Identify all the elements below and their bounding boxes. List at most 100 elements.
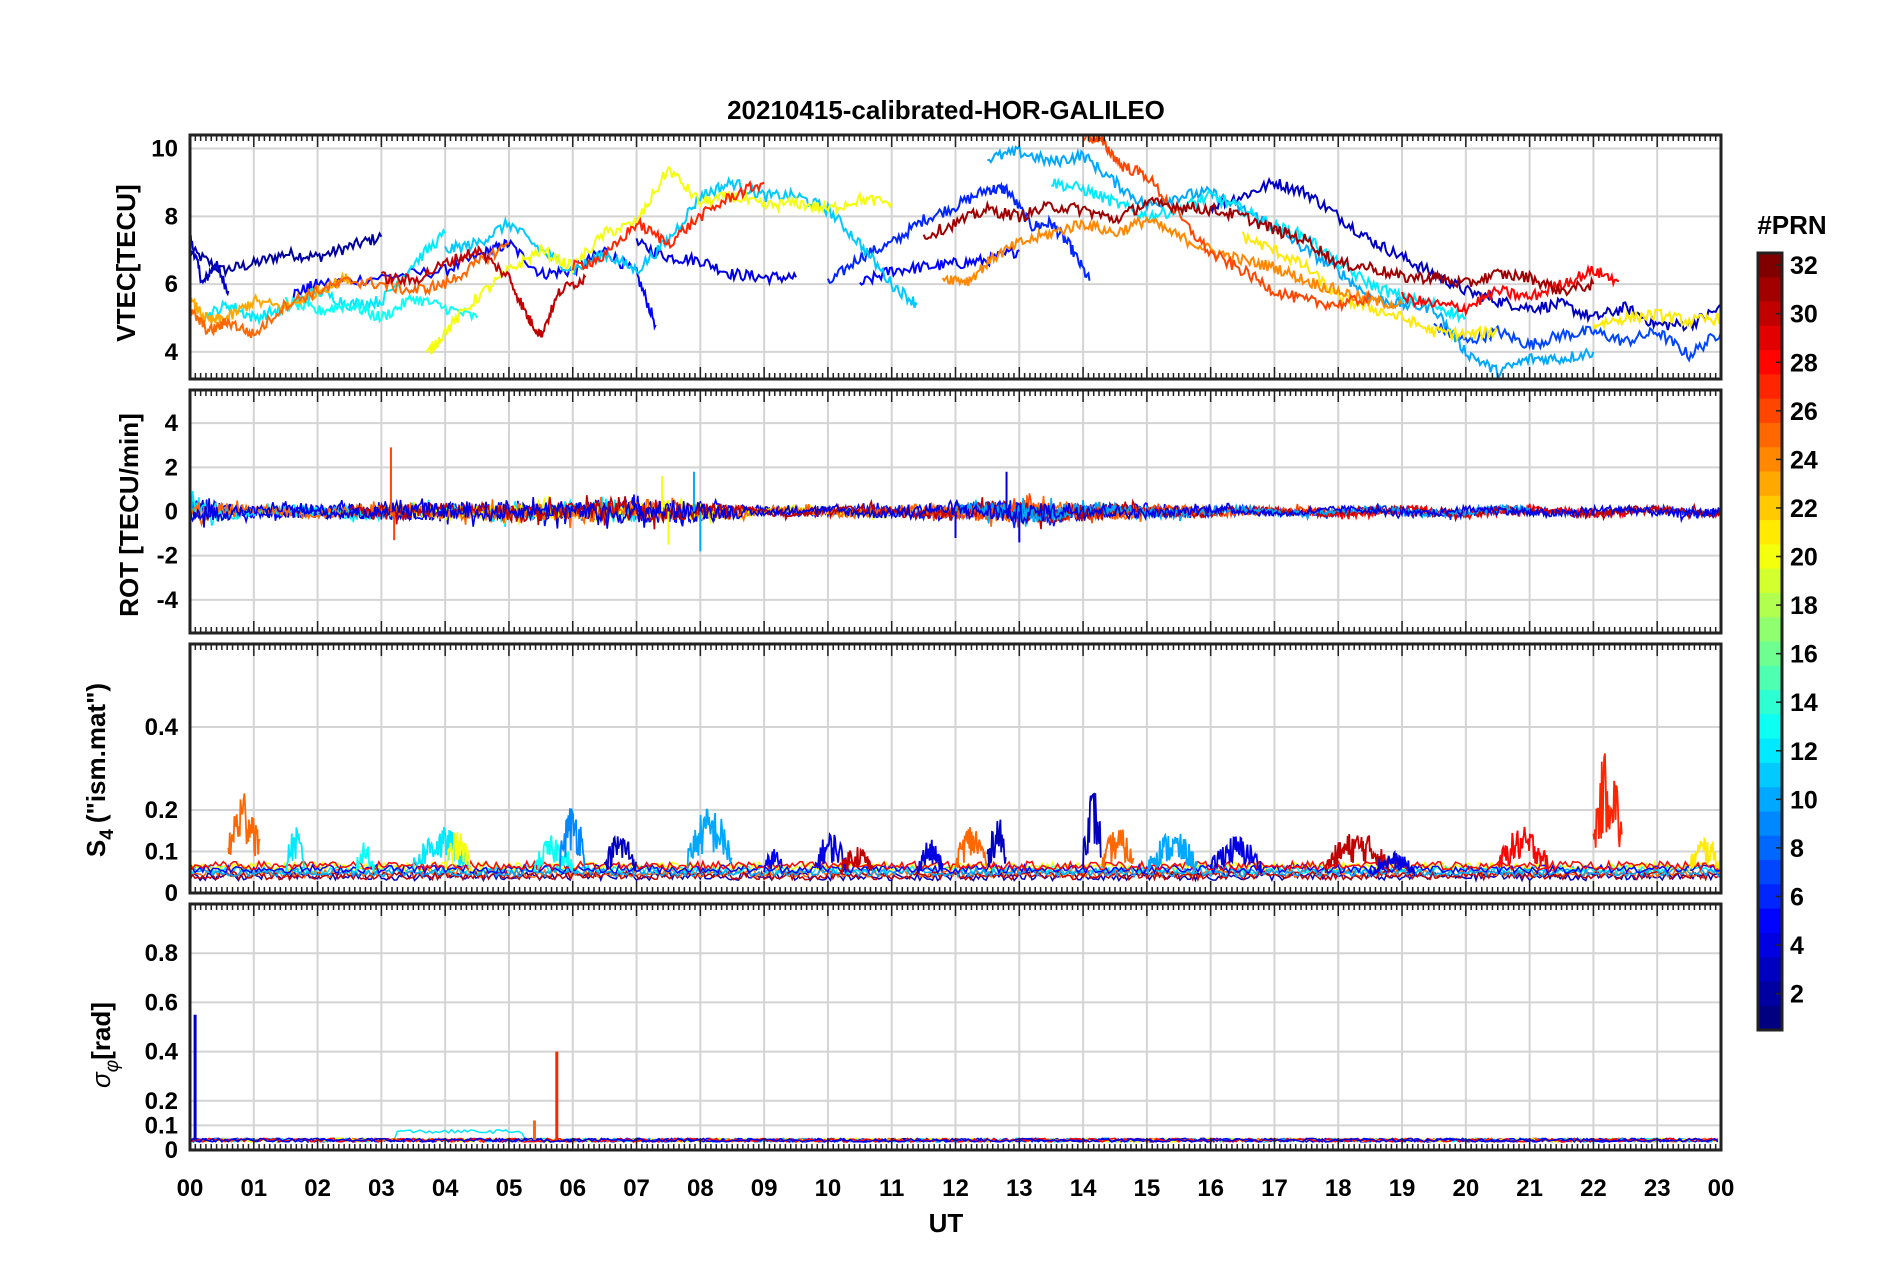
- s4-burst-prn-28: [1496, 826, 1550, 872]
- x-tick-label: 01: [240, 1175, 267, 1202]
- sigma-ylabel-sub: φ: [102, 1060, 123, 1072]
- s4-burst-prn-25: [954, 827, 988, 869]
- s4-ylabel-rest: ("ism.mat"): [81, 683, 111, 823]
- colorbar-tick-label: 22: [1790, 495, 1818, 523]
- y-tick-label: 6: [165, 271, 178, 298]
- colorbar-tick-label: 14: [1790, 689, 1818, 717]
- colorbar-tick-label: 16: [1790, 641, 1818, 669]
- y-tick-label: 0.2: [145, 1088, 178, 1115]
- y-tick-label: 0.4: [145, 1039, 179, 1066]
- s4-burst-prn-4: [1209, 836, 1263, 874]
- colorbar-swatch: [1758, 471, 1782, 497]
- vtec-ylabel: VTEC[TECU]: [111, 184, 141, 341]
- colorbar-swatch: [1758, 422, 1782, 448]
- colorbar-swatch: [1758, 1005, 1782, 1031]
- s4-burst-prn-12: [284, 827, 305, 873]
- s4-burst-prn-25: [1101, 829, 1135, 870]
- rot-series-prn-10: [955, 497, 1531, 527]
- x-tick-label: 21: [1516, 1175, 1543, 1202]
- x-tick-label: 18: [1325, 1175, 1352, 1202]
- vtec-series-prn-31: [922, 196, 1595, 297]
- colorbar-tick-label: 12: [1790, 738, 1818, 766]
- y-tick-label: 4: [165, 410, 179, 437]
- x-tick-label: 03: [368, 1175, 395, 1202]
- s4-baseline-prn-5: [189, 862, 1722, 875]
- sigma-ylabel-rest: [rad]: [86, 1002, 116, 1060]
- vtec-series-prn-6: [826, 181, 1091, 284]
- s4-ylabel-main: S: [81, 840, 111, 857]
- colorbar-swatch: [1758, 325, 1782, 351]
- vtec-series-prn-2: [189, 231, 383, 278]
- x-tick-label: 00: [177, 1175, 204, 1202]
- colorbar-label: #PRN: [1757, 210, 1826, 240]
- x-tick-label: 13: [1006, 1175, 1033, 1202]
- colorbar-swatch: [1758, 714, 1782, 740]
- sigma-ylabel: σφ[rad]: [86, 1002, 123, 1088]
- y-tick-label: 8: [165, 203, 178, 230]
- s4-burst-prn-5: [763, 849, 783, 873]
- x-tick-label: 04: [432, 1175, 459, 1202]
- vtec-series-prn-21: [1592, 308, 1722, 331]
- x-tick-label: 20: [1452, 1175, 1479, 1202]
- vtec-series-prn-5: [291, 238, 657, 331]
- y-tick-label: 0.1: [145, 839, 178, 866]
- colorbar-tick-label: 2: [1790, 981, 1804, 1009]
- vtec-series-prn-30: [380, 245, 587, 338]
- x-tick-label: 07: [623, 1175, 650, 1202]
- colorbar-swatch: [1758, 811, 1782, 837]
- x-tick-label: 06: [559, 1175, 586, 1202]
- vtec-series-prn-11: [444, 176, 918, 309]
- s4-burst-prn-13: [533, 835, 574, 872]
- x-tick-label: 15: [1134, 1175, 1161, 1202]
- y-tick-label: 0.2: [145, 797, 178, 824]
- colorbar-tick-label: 30: [1790, 301, 1818, 329]
- x-tick-label: 23: [1644, 1175, 1671, 1202]
- y-tick-label: 0.1: [145, 1112, 178, 1139]
- vtec-series-prn-12: [1051, 177, 1467, 324]
- x-tick-label: 17: [1261, 1175, 1288, 1202]
- colorbar-tick-label: 32: [1790, 252, 1818, 280]
- x-tick-label: 22: [1580, 1175, 1607, 1202]
- vtec-series-prn-13: [284, 293, 478, 324]
- colorbar-swatch: [1758, 860, 1782, 885]
- x-tick-label: 11: [879, 1175, 904, 1202]
- s4-burst-prn-4: [916, 839, 944, 874]
- x-tick-label: 16: [1197, 1175, 1224, 1202]
- colorbar-swatch: [1758, 762, 1782, 788]
- y-tick-label: -4: [157, 587, 179, 614]
- data-layer: [189, 133, 1722, 1144]
- y-tick-label: 0: [165, 880, 178, 907]
- vtec-series-prn-23: [189, 271, 351, 324]
- vtec-series-prn-26: [1082, 133, 1372, 313]
- sigma-ylabel-main: σ: [86, 1071, 116, 1088]
- s4-burst-prn-25: [227, 793, 261, 857]
- x-axis-label: UT: [929, 1208, 964, 1238]
- colorbar-frame: [1756, 251, 1784, 1032]
- y-tick-label: 0: [165, 1137, 178, 1164]
- rot-ylabel: ROT [TECU/min]: [114, 413, 144, 617]
- vtec-series-prn-25: [189, 242, 510, 339]
- s4-ylabel-sub: 4: [97, 829, 118, 840]
- s4-burst-prn-10: [1146, 832, 1199, 873]
- s4-burst-prn-4: [814, 831, 848, 874]
- s4-burst-prn-4: [1369, 849, 1416, 877]
- vtec-series-prn-20: [425, 165, 893, 355]
- x-tick-label: 08: [687, 1175, 714, 1202]
- s4-burst-prn-20: [444, 832, 472, 872]
- rot-series-prn-4: [189, 497, 1722, 529]
- s4-burst-prn-30: [839, 847, 873, 875]
- colorbar-swatch: [1758, 277, 1782, 303]
- x-tick-label: 19: [1389, 1175, 1416, 1202]
- s4-burst-prn-21: [1688, 835, 1722, 873]
- colorbar-swatch: [1758, 908, 1782, 934]
- s4-burst-prn-12: [412, 826, 472, 869]
- vtec-series-prn-28: [1401, 264, 1620, 317]
- colorbar-tick-label: 18: [1790, 592, 1818, 620]
- y-tick-label: 0.6: [145, 989, 178, 1016]
- y-tick-label: 2: [165, 454, 178, 481]
- x-tick-label: 10: [815, 1175, 842, 1202]
- s4-burst-prn-10: [686, 808, 733, 870]
- y-tick-label: 10: [151, 136, 178, 163]
